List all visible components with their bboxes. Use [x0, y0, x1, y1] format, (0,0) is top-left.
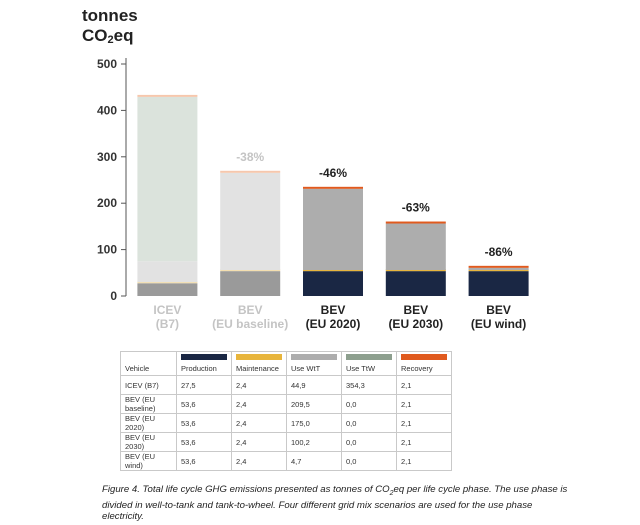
table-cell-vehicle: BEV (EU baseline) — [120, 394, 177, 414]
bar-segment-maintenance — [468, 269, 529, 272]
table-cell: 2,4 — [231, 413, 287, 433]
table-cell-vehicle: ICEV (B7) — [120, 375, 177, 395]
table-cell: 175,0 — [286, 413, 342, 433]
figure-caption: Figure 4. Total life cycle GHG emissions… — [102, 484, 568, 523]
table-cell: 0,0 — [341, 413, 397, 433]
y-tick-label: 400 — [97, 103, 117, 117]
x-tick-label: (EU baseline) — [212, 317, 288, 331]
bar-segment-production — [220, 271, 281, 296]
table-cell: 0,0 — [341, 432, 397, 452]
reduction-label: -38% — [236, 150, 264, 164]
bar-segment-use-wtt — [220, 172, 281, 271]
bar-segment-recovery — [468, 265, 529, 268]
x-tick-label: (EU 2020) — [306, 317, 361, 331]
x-tick-label: BEV — [321, 303, 346, 317]
table-header-use-ttw: Use TtW — [341, 351, 397, 376]
table-cell: 0,0 — [341, 451, 397, 471]
x-tick-label: BEV — [486, 303, 511, 317]
table-cell: 2,4 — [231, 451, 287, 471]
table-cell: 100,2 — [286, 432, 342, 452]
y-tick-label: 100 — [97, 243, 117, 257]
table-cell: 2,1 — [396, 432, 452, 452]
y-tick-label: 0 — [110, 289, 117, 303]
table-header-production: Production — [176, 351, 232, 376]
bar-segment-production — [385, 271, 446, 296]
x-tick-label: BEV — [403, 303, 428, 317]
reduction-label: -86% — [485, 245, 513, 259]
bar-segment-production — [468, 271, 529, 296]
table-row: BEV (EU 2020) 53,6 2,4 175,0 0,0 2,1 — [120, 413, 452, 433]
bar-segment-maintenance — [303, 269, 363, 272]
table-cell: 2,4 — [231, 375, 287, 395]
bar-segment-recovery — [303, 186, 363, 189]
table-header-row: Vehicle Production Maintenance Use WtT U… — [120, 351, 452, 376]
table-cell: 2,1 — [396, 451, 452, 471]
table-row: ICEV (B7) 27,5 2,4 44,9 354,3 2,1 — [120, 375, 452, 395]
bar-segment-use-ttw — [137, 96, 198, 262]
bar-segment-recovery — [385, 221, 446, 224]
table-cell: 53,6 — [176, 451, 232, 471]
table-header-maintenance: Maintenance — [231, 351, 287, 376]
bar-segment-maintenance — [220, 269, 281, 272]
table-row: BEV (EU baseline) 53,6 2,4 209,5 0,0 2,1 — [120, 394, 452, 414]
table-header-recovery: Recovery — [396, 351, 452, 376]
bar-segment-production — [303, 271, 363, 296]
x-tick-label: ICEV — [153, 303, 181, 317]
table-cell: 209,5 — [286, 394, 342, 414]
x-tick-label: BEV — [238, 303, 263, 317]
table-cell: 53,6 — [176, 432, 232, 452]
x-tick-label: (EU 2030) — [388, 317, 443, 331]
table-cell: 2,4 — [231, 394, 287, 414]
y-axis-unit-label: tonnes CO2eq — [82, 6, 138, 50]
data-table: Vehicle Production Maintenance Use WtT U… — [120, 351, 452, 471]
table-cell-vehicle: BEV (EU 2030) — [120, 432, 177, 452]
bar-segment-production — [137, 283, 198, 296]
bar-segment-maintenance — [137, 281, 198, 284]
x-tick-label: (B7) — [156, 317, 179, 331]
table-cell: 354,3 — [341, 375, 397, 395]
table-cell-vehicle: BEV (EU 2020) — [120, 413, 177, 433]
table-row: BEV (EU wind) 53,6 2,4 4,7 0,0 2,1 — [120, 451, 452, 471]
table-cell: 27,5 — [176, 375, 232, 395]
legend-swatch-maintenance — [236, 354, 282, 360]
legend-swatch-use-ttw — [346, 354, 392, 360]
table-cell: 53,6 — [176, 394, 232, 414]
legend-swatch-recovery — [401, 354, 447, 360]
table-header-use-wtt: Use WtT — [286, 351, 342, 376]
bar-segment-maintenance — [385, 269, 446, 272]
table-header-vehicle: Vehicle — [120, 351, 177, 376]
unit-line-2: CO2eq — [82, 26, 134, 46]
bar-segment-recovery — [220, 170, 281, 173]
bar-segment-use-wtt — [468, 267, 529, 271]
table-cell: 2,1 — [396, 394, 452, 414]
bar-segment-recovery — [137, 94, 198, 97]
y-tick-label: 500 — [97, 57, 117, 71]
table-cell: 2,4 — [231, 432, 287, 452]
bar-segment-use-wtt — [385, 223, 446, 271]
table-cell: 53,6 — [176, 413, 232, 433]
unit-line-1: tonnes — [82, 6, 138, 25]
reduction-label: -46% — [319, 166, 347, 180]
bar-segment-use-wtt — [137, 261, 198, 283]
table-cell: 4,7 — [286, 451, 342, 471]
table-cell: 2,1 — [396, 375, 452, 395]
bar-segment-use-wtt — [303, 188, 363, 271]
table-row: BEV (EU 2030) 53,6 2,4 100,2 0,0 2,1 — [120, 432, 452, 452]
table-cell: 2,1 — [396, 413, 452, 433]
y-tick-label: 200 — [97, 196, 117, 210]
y-tick-label: 300 — [97, 150, 117, 164]
legend-swatch-use-wtt — [291, 354, 337, 360]
table-cell-vehicle: BEV (EU wind) — [120, 451, 177, 471]
x-tick-label: (EU wind) — [471, 317, 526, 331]
legend-swatch-production — [181, 354, 227, 360]
reduction-label: -63% — [402, 201, 430, 215]
table-cell: 44,9 — [286, 375, 342, 395]
table-cell: 0,0 — [341, 394, 397, 414]
